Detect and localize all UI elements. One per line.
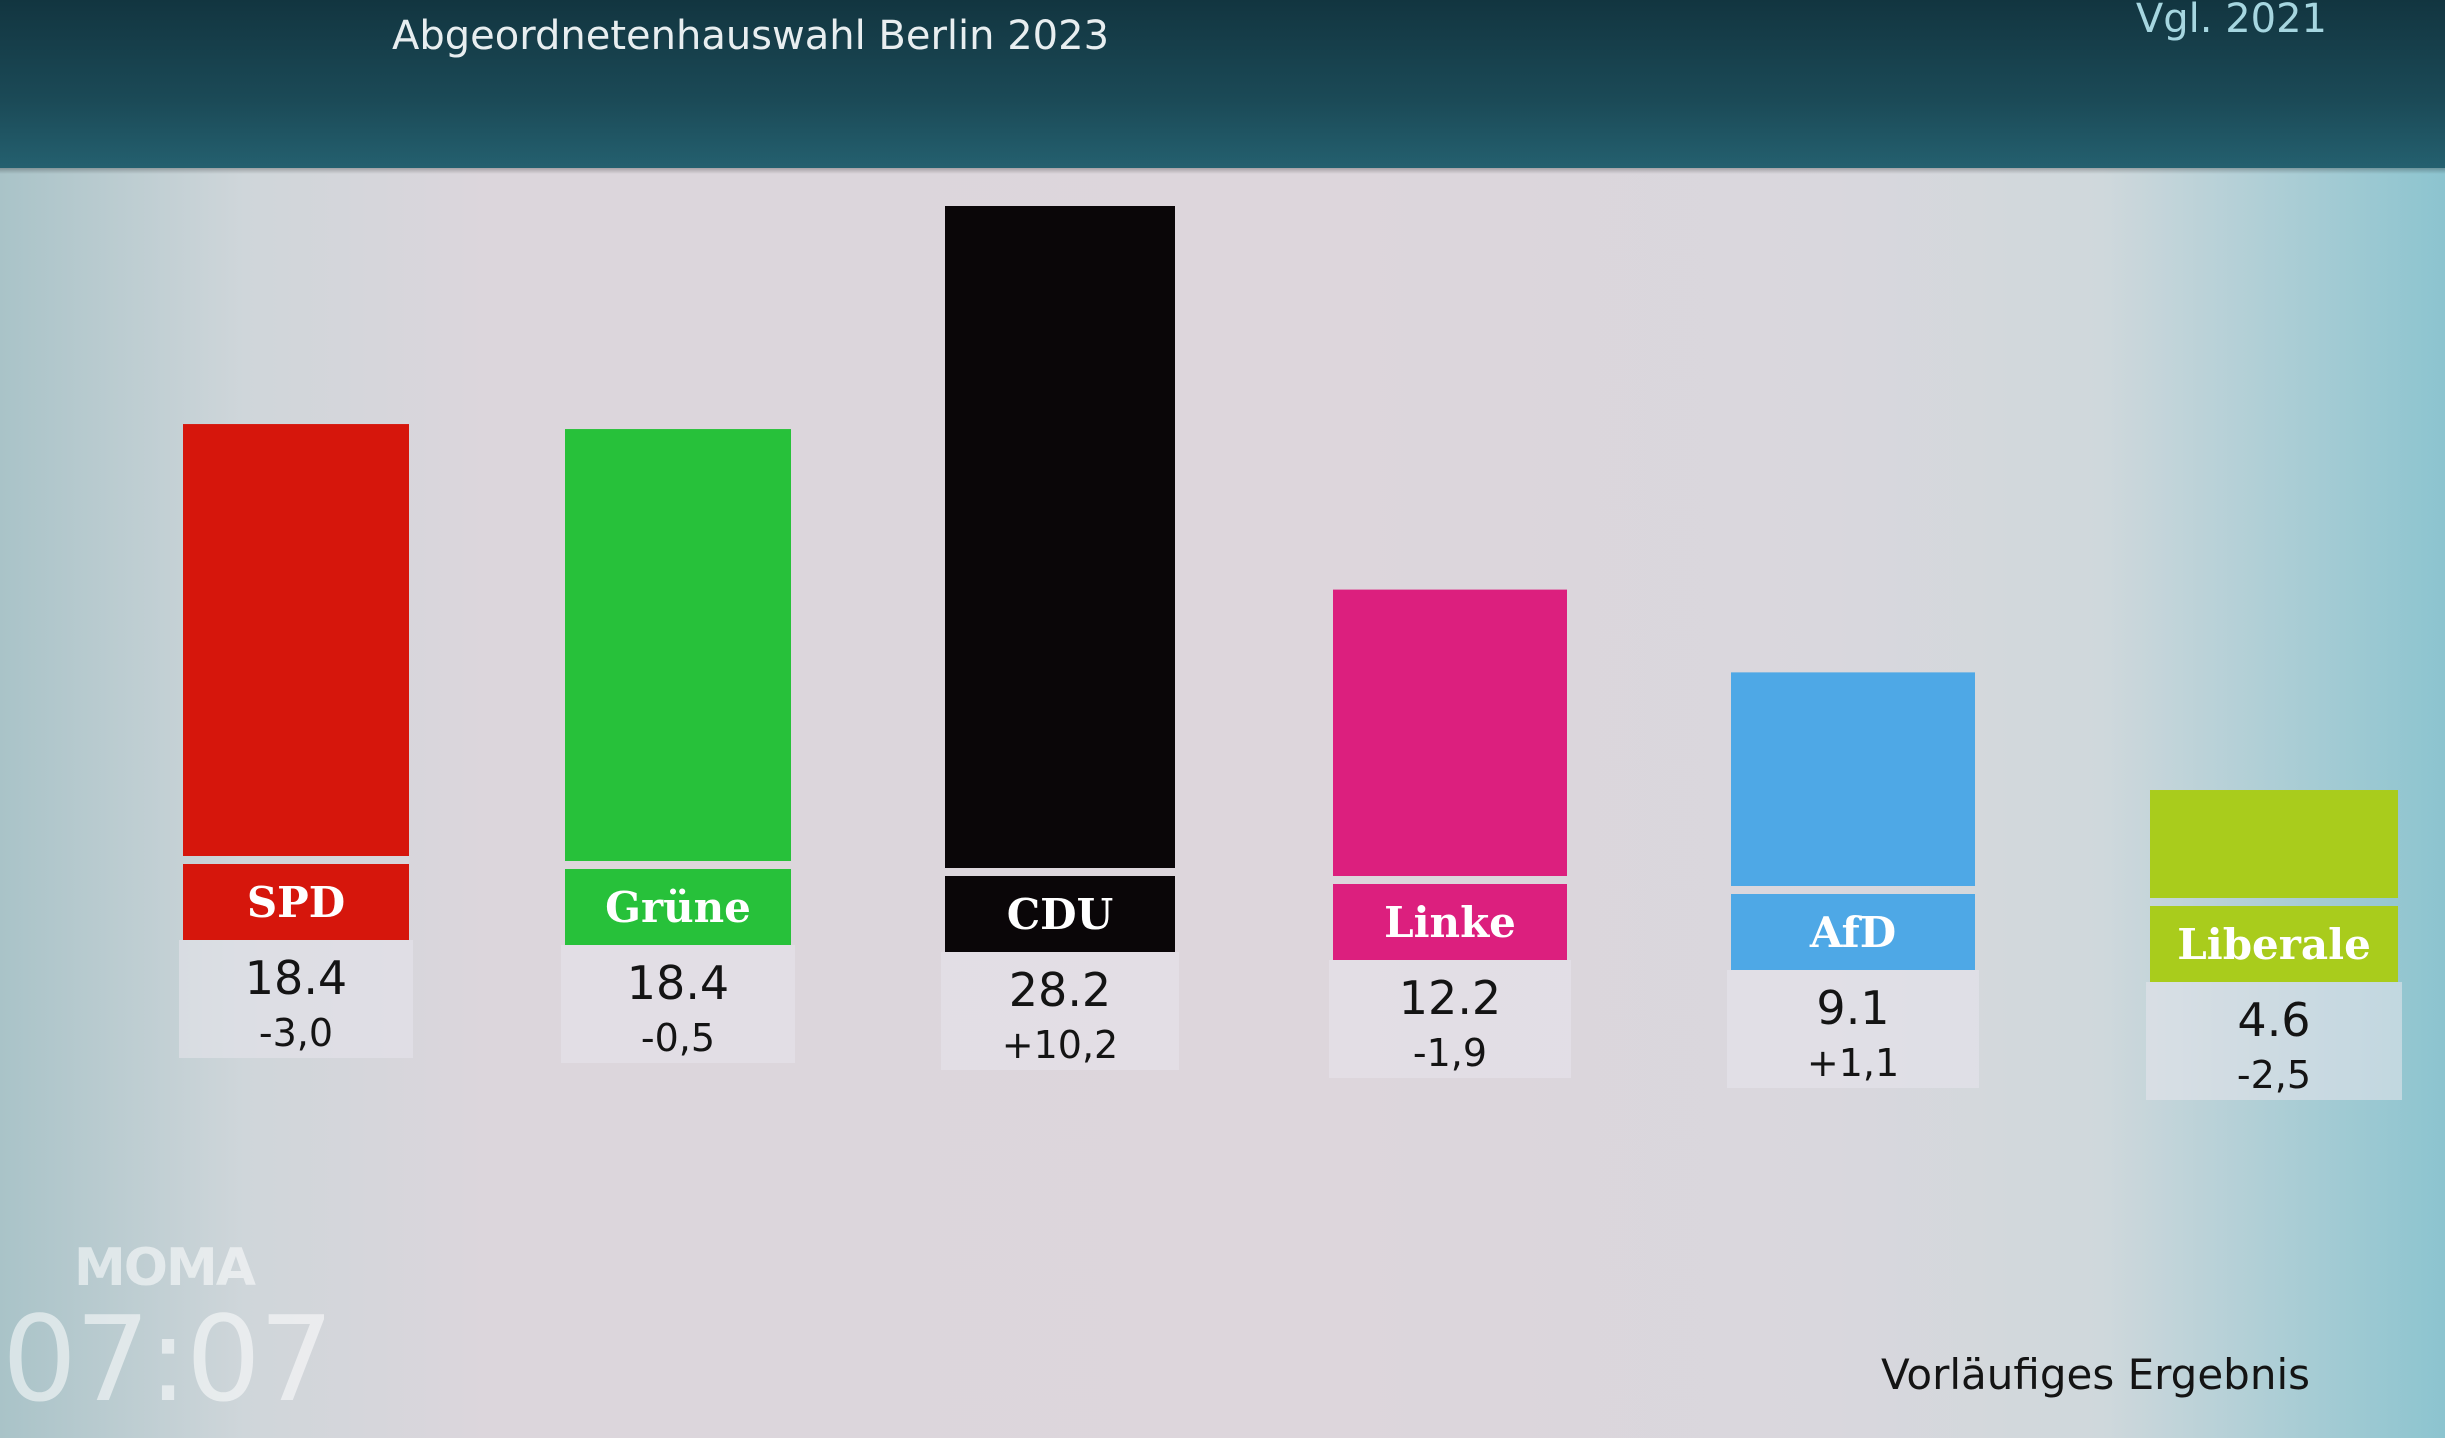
party-label: Linke [1384, 898, 1516, 947]
bar [945, 206, 1175, 868]
party-label: Grüne [605, 883, 751, 932]
data-label: 12.2 [1399, 971, 1501, 1025]
data-label: 4.6 [2237, 993, 2310, 1047]
value-card [1329, 960, 1571, 1078]
value-card [2146, 982, 2402, 1100]
value-card [941, 952, 1179, 1070]
party-label-box [565, 869, 791, 945]
party-label: Liberale [2177, 920, 2371, 969]
value-card [561, 945, 795, 1063]
change-label: +1,1 [1807, 1041, 1899, 1085]
data-label: 28.2 [1009, 963, 1111, 1017]
party-label-box [1731, 894, 1975, 970]
party-label-box [183, 864, 409, 940]
change-label: -0,5 [641, 1016, 715, 1060]
change-label: -1,9 [1413, 1031, 1487, 1075]
change-label: +10,2 [1002, 1023, 1118, 1067]
party-label: SPD [247, 878, 345, 927]
party-label: AfD [1809, 908, 1896, 957]
header-bar: Abgeordnetenhauswahl Berlin 2023 Vgl. 20… [0, 0, 2445, 174]
broadcast-clock: 07:07 [2, 1290, 334, 1428]
party-label-box [945, 876, 1175, 952]
bar [183, 424, 409, 856]
change-label: -3,0 [259, 1011, 333, 1055]
bar [565, 429, 791, 861]
bar [2150, 790, 2398, 898]
preliminary-result-note: Vorläufiges Ergebnis [1880, 1350, 2310, 1399]
broadcast-logo: MOMA [74, 1238, 256, 1298]
bar [1731, 672, 1975, 886]
party-label-box [2150, 906, 2398, 982]
comparison-label: Vgl. 2021 [2135, 0, 2327, 42]
value-card [179, 940, 413, 1058]
data-label: 18.4 [627, 956, 729, 1010]
chart-title: Abgeordnetenhauswahl Berlin 2023 [392, 13, 1110, 59]
data-label: 18.4 [245, 951, 347, 1005]
value-card [1727, 970, 1979, 1088]
change-label: -2,5 [2237, 1053, 2311, 1097]
party-label: CDU [1007, 890, 1113, 939]
data-label: 9.1 [1816, 981, 1889, 1035]
bar [1333, 589, 1567, 876]
party-label-box [1333, 884, 1567, 960]
